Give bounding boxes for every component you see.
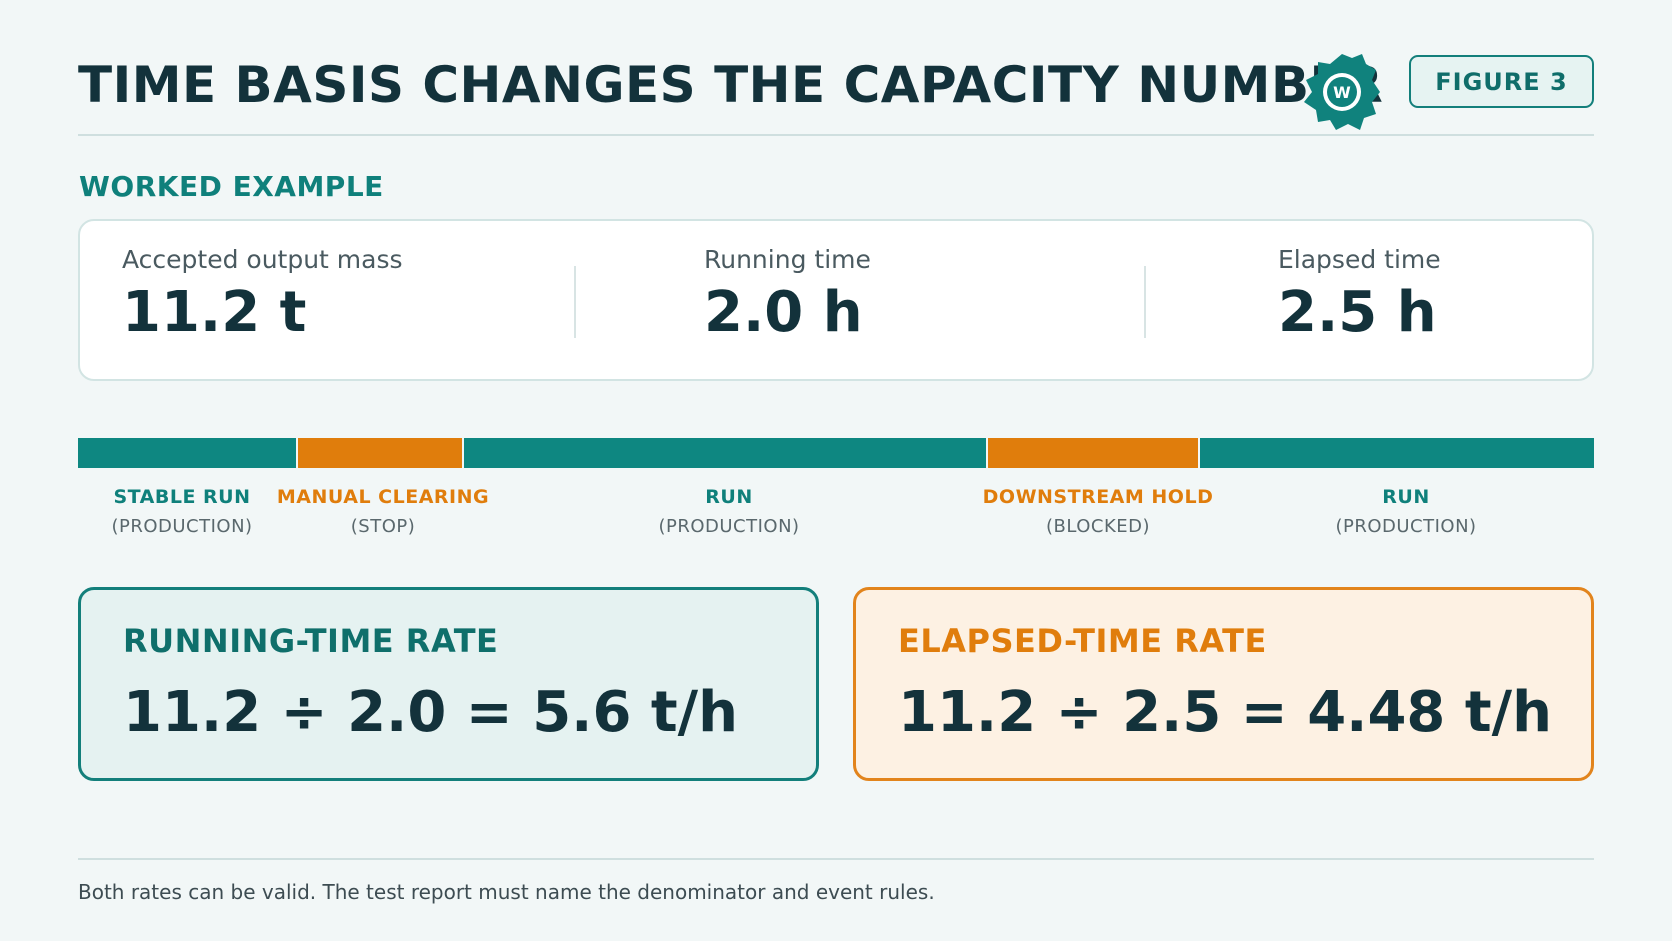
- stat-value: 2.5 h: [1278, 280, 1437, 345]
- footer-divider: [78, 858, 1594, 860]
- segment-name: MANUAL CLEARING: [276, 486, 490, 508]
- header: TIME BASIS CHANGES THE CAPACITY NUMBER W…: [78, 50, 1594, 138]
- stat-divider: [574, 266, 576, 338]
- stat-label: Elapsed time: [1278, 245, 1441, 274]
- rate-equation: 11.2 ÷ 2.0 = 5.6 t/h: [123, 680, 738, 745]
- timeline-segment-manual-clearing: [298, 438, 462, 468]
- figure-badge: FIGURE 3: [1409, 55, 1594, 108]
- timeline-label-stable-run: STABLE RUN (PRODUCTION): [52, 486, 312, 537]
- segment-name: DOWNSTREAM HOLD: [982, 486, 1214, 508]
- timeline-segment-stable-run: [78, 438, 296, 468]
- page-title: TIME BASIS CHANGES THE CAPACITY NUMBER: [78, 56, 1384, 114]
- segment-kind: (BLOCKED): [1045, 516, 1151, 537]
- timeline-bar: [78, 438, 1594, 468]
- timeline-segment-downstream-hold: [988, 438, 1198, 468]
- rate-title: ELAPSED-TIME RATE: [898, 622, 1267, 660]
- stat-value: 2.0 h: [704, 280, 863, 345]
- segment-kind: (PRODUCTION): [111, 516, 253, 537]
- timeline-segment-run: [1200, 438, 1594, 468]
- header-divider: [78, 134, 1594, 136]
- stat-running-time: Running time 2.0 h: [704, 245, 871, 345]
- stats-card: Accepted output mass 11.2 t Running time…: [78, 219, 1594, 381]
- segment-kind: (PRODUCTION): [1335, 516, 1477, 537]
- segment-name: RUN: [1382, 486, 1430, 508]
- timeline-label-run: RUN (PRODUCTION): [599, 486, 859, 537]
- timeline-segment-run: [464, 438, 986, 468]
- running-time-rate-card: RUNNING-TIME RATE 11.2 ÷ 2.0 = 5.6 t/h: [78, 587, 819, 781]
- stat-label: Running time: [704, 245, 871, 274]
- segment-name: STABLE RUN: [113, 486, 251, 508]
- elapsed-time-rate-card: ELAPSED-TIME RATE 11.2 ÷ 2.5 = 4.48 t/h: [853, 587, 1594, 781]
- segment-kind: (STOP): [350, 516, 416, 537]
- svg-text:W: W: [1333, 83, 1351, 102]
- footnote: Both rates can be valid. The test report…: [78, 880, 935, 904]
- section-label: WORKED EXAMPLE: [79, 170, 384, 203]
- stat-elapsed-time: Elapsed time 2.5 h: [1278, 245, 1441, 345]
- rate-equation: 11.2 ÷ 2.5 = 4.48 t/h: [898, 680, 1552, 745]
- segment-name: RUN: [705, 486, 753, 508]
- stat-label: Accepted output mass: [122, 245, 403, 274]
- stat-divider: [1144, 266, 1146, 338]
- stat-output-mass: Accepted output mass 11.2 t: [122, 245, 403, 345]
- timeline-label-run: RUN (PRODUCTION): [1276, 486, 1536, 537]
- gear-logo-icon: W: [1304, 54, 1380, 130]
- stat-value: 11.2 t: [122, 280, 307, 345]
- timeline-label-downstream-hold: DOWNSTREAM HOLD (BLOCKED): [968, 486, 1228, 537]
- rate-title: RUNNING-TIME RATE: [123, 622, 499, 660]
- segment-kind: (PRODUCTION): [658, 516, 800, 537]
- timeline-label-manual-clearing: MANUAL CLEARING (STOP): [253, 486, 513, 537]
